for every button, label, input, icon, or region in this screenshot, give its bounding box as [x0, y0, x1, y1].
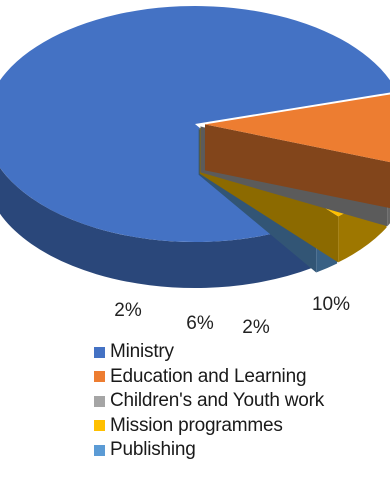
legend-item-mission: Mission programmes [94, 414, 324, 439]
legend-label: Ministry [110, 341, 174, 363]
data-label-childrens-youth: 2% [242, 317, 270, 338]
legend-item-childrens-youth: Children's and Youth work [94, 389, 324, 414]
pie-slice-education [204, 94, 390, 209]
legend: Ministry Education and Learning Children… [94, 340, 324, 463]
legend-label: Education and Learning [110, 365, 307, 387]
pie-slice-ministry [0, 6, 390, 288]
pie-slice-top [204, 94, 390, 163]
legend-item-education: Education and Learning [94, 365, 324, 390]
pie-data-labels: 10% 2% 6% 2% [114, 294, 350, 338]
legend-label: Publishing [110, 439, 196, 461]
legend-item-ministry: Ministry [94, 340, 324, 365]
legend-swatch-ministry [94, 346, 105, 358]
data-label-education: 10% [312, 294, 350, 315]
data-label-mission: 6% [186, 313, 214, 334]
legend-label: Children's and Youth work [110, 390, 325, 412]
pie-slices [0, 6, 390, 288]
legend-swatch-childrens-youth [94, 395, 105, 407]
pie-slice-side [0, 167, 313, 288]
pie-slice-top [0, 6, 390, 242]
legend-label: Mission programmes [110, 414, 283, 436]
pie-slice-wall [204, 124, 390, 209]
data-label-publishing: 2% [114, 300, 142, 321]
legend-item-publishing: Publishing [94, 438, 324, 463]
legend-swatch-education [94, 371, 105, 383]
legend-swatch-publishing [94, 444, 105, 456]
legend-swatch-mission [94, 420, 105, 432]
